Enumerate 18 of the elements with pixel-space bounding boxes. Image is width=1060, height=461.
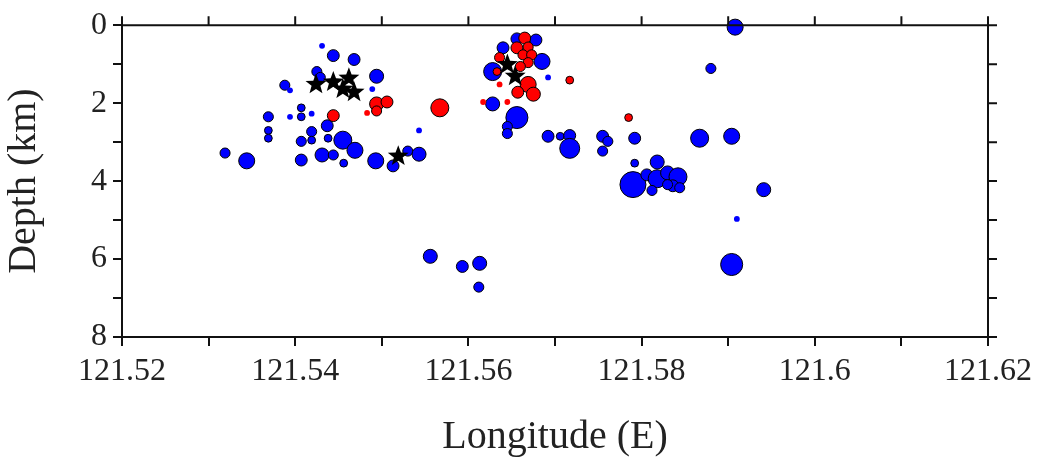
y-tick-label: 6 [91, 238, 107, 275]
x-tick-label: 121.52 [78, 350, 166, 387]
point [496, 53, 518, 74]
point [387, 145, 409, 166]
x-tick-label: 121.54 [251, 350, 340, 387]
y-tick-label: 0 [91, 4, 107, 41]
x-tick-label: 121.56 [424, 350, 513, 387]
y-axis-title: Depth (km) [0, 88, 44, 274]
x-axis-title: Longitude (E) [442, 411, 668, 457]
point [305, 73, 327, 94]
y-tick-label: 2 [91, 82, 107, 119]
point [332, 78, 354, 99]
y-tick-label: 4 [91, 160, 107, 197]
point [504, 65, 526, 86]
x-tick-label: 121.58 [597, 350, 686, 387]
x-tick-label: 121.62 [944, 350, 1032, 387]
x-tick-label: 121.6 [778, 350, 851, 387]
y-tick-label: 8 [91, 316, 107, 353]
